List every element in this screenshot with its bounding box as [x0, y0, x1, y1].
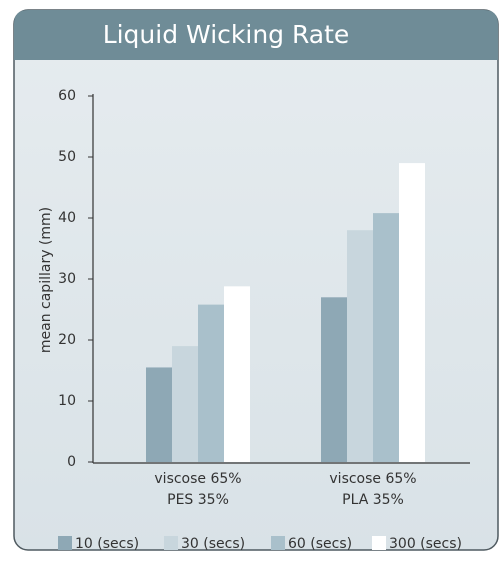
- legend-swatch: [372, 536, 386, 550]
- y-tick-label: 40: [58, 210, 76, 226]
- header: [14, 10, 498, 60]
- chart-title: Liquid Wicking Rate: [103, 20, 350, 49]
- y-tick-label: 20: [58, 332, 76, 348]
- frame: [13, 9, 499, 551]
- legend-swatch: [58, 536, 72, 550]
- bar: [172, 346, 198, 462]
- y-tick-label: 50: [58, 149, 76, 165]
- x-tick-label: viscose 65%: [329, 471, 416, 487]
- bar: [321, 297, 347, 462]
- x-tick-label: PES 35%: [167, 492, 229, 508]
- bar: [347, 230, 373, 462]
- legend-swatch: [271, 536, 285, 550]
- y-tick-label: 30: [58, 271, 76, 287]
- x-tick-label: PLA 35%: [342, 492, 404, 508]
- y-tick-label: 60: [58, 88, 76, 104]
- y-tick-label: 10: [58, 393, 76, 409]
- legend-swatch: [164, 536, 178, 550]
- bar: [198, 304, 224, 462]
- legend-label: 60 (secs): [288, 536, 352, 552]
- y-tick-label: 0: [67, 454, 76, 470]
- bar: [146, 367, 172, 462]
- bar: [399, 163, 425, 462]
- bar: [373, 213, 399, 462]
- bar: [224, 286, 250, 462]
- legend-label: 10 (secs): [75, 536, 139, 552]
- x-tick-label: viscose 65%: [154, 471, 241, 487]
- legend-label: 300 (secs): [389, 536, 462, 552]
- legend-label: 30 (secs): [181, 536, 245, 552]
- y-axis-label: mean capillary (mm): [38, 207, 54, 353]
